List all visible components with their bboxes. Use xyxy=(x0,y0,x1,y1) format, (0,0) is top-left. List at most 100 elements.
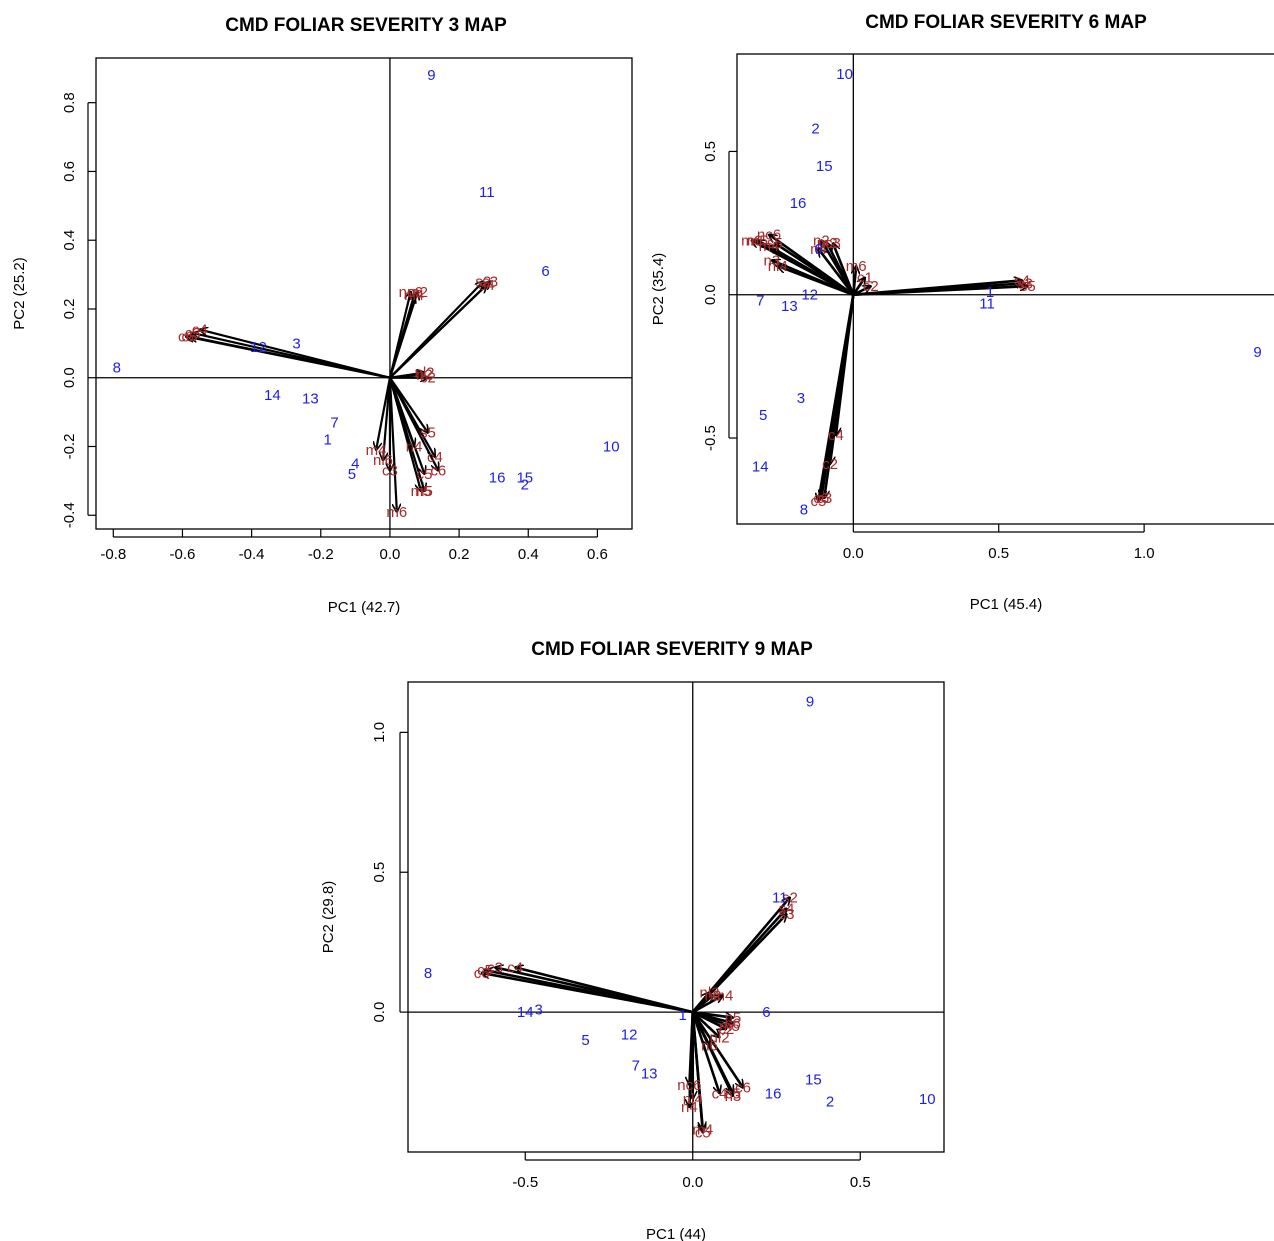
observation-label: 4 xyxy=(351,456,359,473)
observation-label: 2 xyxy=(521,476,529,493)
loading-arrow xyxy=(692,1010,727,1029)
variable-label: n3 xyxy=(764,252,781,269)
x-axis: -0.5 0.0 0.5 xyxy=(512,1152,871,1191)
variable-label: s3 xyxy=(779,906,795,923)
observation-label: 7 xyxy=(632,1057,640,1074)
y-axis-label: PC2 (29.8) xyxy=(320,881,337,954)
x-axis: -0.8 -0.6 -0.4 -0.2 0.0 0.2 0.4 0.6 xyxy=(100,529,608,563)
loading-arrow xyxy=(769,246,854,296)
variable-label: s5 xyxy=(420,425,436,442)
observation-label: 9 xyxy=(1253,344,1261,361)
y-axis: 0.0 0.5 1.0 xyxy=(371,722,408,1023)
y-tick-label: 0.0 xyxy=(371,1002,388,1023)
loading-arrow xyxy=(388,295,414,379)
variable-label: m6 xyxy=(846,258,867,275)
variable-label: c4 xyxy=(828,427,844,444)
x-tick-label: -0.5 xyxy=(512,1174,538,1191)
y-axis-label: PC2 (25.2) xyxy=(11,257,28,330)
variable-label: c4 xyxy=(192,322,208,339)
loading-arrow xyxy=(778,266,854,296)
variable-label: nl2 xyxy=(699,985,719,1002)
variable-label: m5 xyxy=(719,1018,740,1035)
loading-arrow xyxy=(691,1011,743,1088)
observation-label: 12 xyxy=(250,339,267,356)
plot-frame xyxy=(407,681,945,1153)
observation-label: 5 xyxy=(348,466,356,483)
chart-title: CMD FOLIAR SEVERITY 9 MAP xyxy=(531,639,813,660)
variable-label: m2 xyxy=(407,284,428,301)
y-tick-label: -0.5 xyxy=(702,425,719,451)
x-axis-label: PC1 (44) xyxy=(646,1226,706,1241)
y-axis-label: PC2 (35.4) xyxy=(650,253,667,326)
x-tick-label: 0.6 xyxy=(587,546,608,563)
variable-label: m6 xyxy=(386,504,407,521)
loading-arrow xyxy=(383,377,392,461)
variable-label: c2 xyxy=(822,456,838,473)
variable-label: nc6 xyxy=(399,284,423,301)
y-tick-label: 0.0 xyxy=(61,367,78,388)
variable-label: s5 xyxy=(767,235,783,252)
x-tick-label: 0.5 xyxy=(850,1174,871,1191)
variable-label: nl4 xyxy=(768,258,788,275)
loading-arrow xyxy=(189,336,391,379)
observation-label: 11 xyxy=(979,295,995,312)
x-tick-label: -0.2 xyxy=(308,546,334,563)
variable-label: m4 xyxy=(759,238,780,255)
loading-arrow xyxy=(388,377,425,491)
observation-label: 14 xyxy=(752,459,769,476)
biplot-panel-severity-9: CMD FOLIAR SEVERITY 9 MAP-0.5 0.0 0.50.00.… xyxy=(320,639,945,1241)
variable-label: m4 xyxy=(712,987,733,1004)
variable-label: n5 xyxy=(725,1010,742,1027)
variable-label: c5 xyxy=(477,962,493,979)
x-tick-label: 0.0 xyxy=(380,546,401,563)
variable-label: s4 xyxy=(1014,272,1030,289)
variable-label: m2 xyxy=(817,235,838,252)
observation-label: 14 xyxy=(517,1004,534,1021)
variable-label: c6 xyxy=(735,1080,751,1097)
variable-label: c2 xyxy=(863,278,879,295)
x-axis-label: PC1 (42.7) xyxy=(328,599,401,616)
variable-label: n2 xyxy=(416,366,433,383)
observation-label: 11 xyxy=(479,184,495,201)
variable-label: n3 xyxy=(725,1088,742,1105)
variable-label: c6 xyxy=(725,1015,741,1032)
loading-arrow xyxy=(691,1011,720,1037)
observation-label: 13 xyxy=(641,1066,658,1083)
y-tick-label: 0.0 xyxy=(702,284,719,305)
y-tick-label: 0.4 xyxy=(61,230,78,251)
variable-label: nl6 xyxy=(373,452,393,469)
y-axis: -0.5 0.0 0.5 xyxy=(702,141,737,451)
x-tick-label: -0.4 xyxy=(239,546,265,563)
observation-label: 12 xyxy=(801,287,818,304)
variable-label: c3 xyxy=(816,490,832,507)
variable-label: c2 xyxy=(718,1021,734,1038)
observation-label: 5 xyxy=(581,1032,589,1049)
loading-arrow xyxy=(852,278,865,296)
plot-area: c4c3c5c6s2s4s3nl2m4n2n5c6m5c2nl2n6c6c4n3… xyxy=(424,694,936,1142)
observation-label: 3 xyxy=(797,390,805,407)
y-axis: -0.4 -0.2 0.0 0.2 0.4 0.6 0.8 xyxy=(61,92,96,528)
variable-label: n2 xyxy=(813,232,830,249)
y-tick-label: 0.6 xyxy=(61,161,78,182)
plot-frame xyxy=(736,53,1274,525)
variable-label: c6 xyxy=(430,463,446,480)
observation-label: 9 xyxy=(806,694,814,711)
x-axis: 0.0 0.5 1.0 xyxy=(843,524,1155,562)
observation-label: 8 xyxy=(800,502,808,519)
observation-label: 10 xyxy=(919,1091,936,1108)
observation-label: 6 xyxy=(541,263,549,280)
observation-label: 14 xyxy=(264,387,281,404)
loading-arrow xyxy=(853,286,1027,297)
variable-label: c2 xyxy=(420,370,436,387)
x-tick-label: -0.8 xyxy=(100,546,126,563)
variable-label: c4 xyxy=(427,449,443,466)
loading-arrow xyxy=(853,266,856,295)
plot-area: c4c3c6c5nc6m2nl4s4s3s2n2c2nl2m4nl6c3n4s5… xyxy=(113,67,620,521)
observation-label: 13 xyxy=(302,390,319,407)
variable-label: s4 xyxy=(479,277,495,294)
variable-label: c3 xyxy=(382,463,398,480)
observation-label: 2 xyxy=(811,121,819,138)
variable-label: nc6 xyxy=(757,227,781,244)
